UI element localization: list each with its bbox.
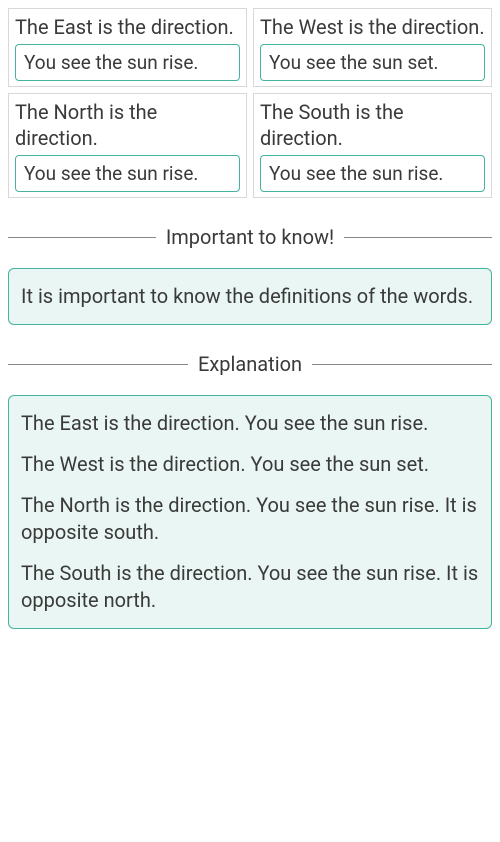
important-body: It is important to know the definitions … — [21, 284, 473, 308]
divider-line-left — [8, 237, 156, 238]
options-row-1: The East is the direction. You see the s… — [8, 8, 492, 87]
explanation-paragraph: The West is the direction. You see the s… — [21, 451, 479, 478]
explanation-paragraph: The North is the direction. You see the … — [21, 492, 479, 546]
divider-line-right — [344, 237, 492, 238]
important-box: It is important to know the definitions … — [8, 268, 492, 325]
option-statement: The West is the direction. — [260, 14, 485, 40]
option-south[interactable]: The South is the direction. You see the … — [253, 93, 492, 198]
important-heading: Important to know! — [166, 224, 334, 250]
option-north[interactable]: The North is the direction. You see the … — [8, 93, 247, 198]
divider-line-left — [8, 364, 188, 365]
option-answer: You see the sun rise. — [15, 155, 240, 192]
explanation-paragraph: The South is the direction. You see the … — [21, 560, 479, 614]
option-west[interactable]: The West is the direction. You see the s… — [253, 8, 492, 87]
option-answer: You see the sun rise. — [260, 155, 485, 192]
option-answer: You see the sun set. — [260, 44, 485, 81]
option-statement: The North is the direction. — [15, 99, 240, 151]
explanation-box: The East is the direction. You see the s… — [8, 395, 492, 629]
explanation-heading: Explanation — [198, 351, 302, 377]
options-row-2: The North is the direction. You see the … — [8, 93, 492, 198]
important-divider: Important to know! — [8, 224, 492, 250]
option-east[interactable]: The East is the direction. You see the s… — [8, 8, 247, 87]
option-statement: The East is the direction. — [15, 14, 240, 40]
explanation-divider: Explanation — [8, 351, 492, 377]
explanation-paragraph: The East is the direction. You see the s… — [21, 410, 479, 437]
option-statement: The South is the direction. — [260, 99, 485, 151]
divider-line-right — [312, 364, 492, 365]
option-answer: You see the sun rise. — [15, 44, 240, 81]
